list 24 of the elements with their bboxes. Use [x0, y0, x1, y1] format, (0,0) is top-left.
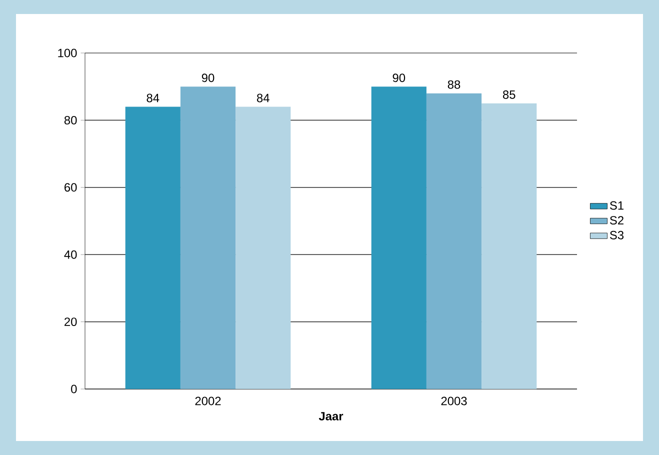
- legend-label: S1: [610, 201, 624, 210]
- x-axis-title: Jaar: [318, 412, 344, 420]
- x-tick-label: 2003: [441, 396, 467, 406]
- bar: [180, 86, 236, 389]
- bar: [125, 106, 180, 389]
- data-label: 85: [502, 90, 516, 99]
- bar: [236, 106, 291, 389]
- data-label: 84: [256, 94, 270, 102]
- y-tick-label: 0: [71, 384, 77, 394]
- bar: [426, 93, 482, 389]
- data-label: 90: [392, 74, 406, 82]
- x-tick-label: 2002: [195, 396, 221, 406]
- y-tick-label: 80: [64, 116, 77, 124]
- y-tick-label: 100: [58, 48, 77, 58]
- y-tick-label: 60: [64, 183, 77, 192]
- data-label: 88: [448, 80, 460, 89]
- y-tick-label: 40: [64, 250, 77, 259]
- bar: [482, 103, 537, 389]
- legend-label: S3: [610, 230, 624, 240]
- y-tick-label: 20: [64, 318, 77, 326]
- bar: [371, 86, 426, 389]
- data-label: 84: [146, 94, 160, 102]
- legend-label: S2: [610, 216, 624, 225]
- data-label: 90: [202, 74, 214, 82]
